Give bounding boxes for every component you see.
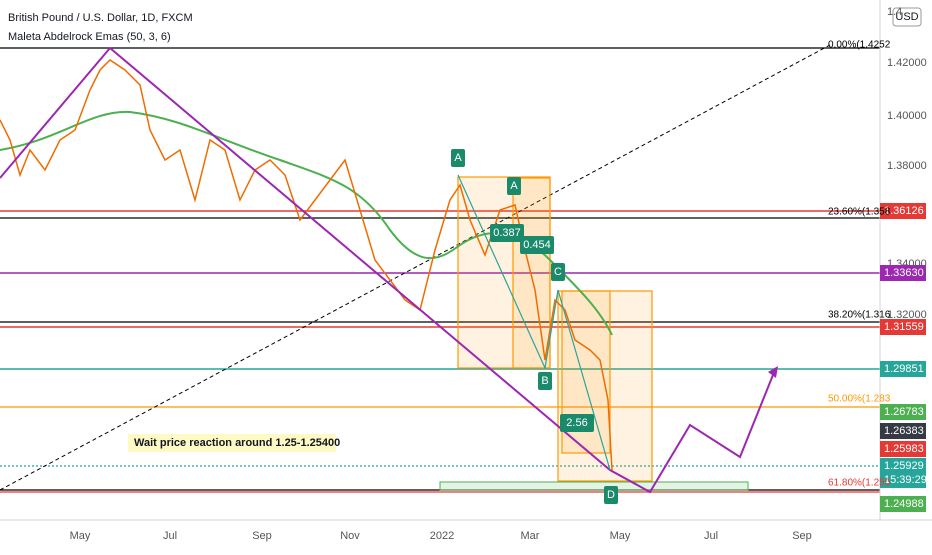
point-bg: [538, 372, 552, 390]
price-tag-bg: [880, 404, 926, 420]
price-tag: 1.36126: [884, 205, 924, 217]
ema: [0, 110, 613, 336]
price-tag: 1.33630: [884, 267, 924, 279]
ratio-bg: [490, 224, 524, 242]
point-label: B: [541, 375, 548, 387]
price-tag: 1.26383: [884, 425, 924, 437]
time-tick: Jul: [163, 530, 177, 542]
price-tag: 1.25983: [884, 443, 924, 455]
ratio-label: 0.387: [493, 227, 521, 239]
annotation-bg: [128, 434, 336, 452]
time-tick: May: [610, 530, 631, 542]
fib-label: 50.00%(1.283: [828, 394, 891, 405]
price-tag-bg: [880, 458, 926, 474]
point-bg: [507, 177, 521, 195]
fib-label: 38.20%(1.316: [828, 310, 891, 321]
point-label: C: [554, 266, 562, 278]
time-tick: 2022: [430, 530, 454, 542]
point-bg: [451, 149, 465, 167]
price-tag: 1.25929: [884, 460, 924, 472]
currency[interactable]: USD: [895, 11, 918, 23]
projection: [0, 46, 776, 494]
price-tag-bg: [880, 472, 926, 488]
target-zone: [439, 481, 749, 491]
ratio-label: 0.454: [523, 239, 551, 251]
time-ticks: May Jul Sep Nov 2022 Mar May Jul Sep: [70, 530, 812, 542]
point-bg: [551, 263, 565, 281]
arrowhead: [768, 366, 778, 378]
ratio-label: 2.56: [566, 417, 587, 429]
price-tag-bg: [880, 203, 926, 219]
fib-label: 0.00%(1.4252: [828, 40, 891, 51]
ratio-bg: [520, 236, 554, 254]
fib-label: 23.60%(1.358: [828, 207, 891, 218]
price-tick: 1.42000: [887, 57, 927, 69]
point-label: A: [510, 180, 518, 192]
price-tag-bg: [880, 441, 926, 457]
point-label: A: [454, 152, 462, 164]
symbol: British Pound / U.S. Dollar, 1D, FXCM: [8, 12, 193, 24]
fib-labels: 0.00%(1.4252 23.60%(1.358 38.20%(1.316 50.0…: [828, 40, 891, 489]
price-tag: 1.24988: [884, 498, 924, 510]
fib-label: 61.80%(1.250: [828, 478, 891, 489]
pattern-points: A A C B D: [451, 149, 618, 504]
annotation: Wait price reaction around 1.25-1.25400: [134, 437, 340, 449]
price-tag-bg: [880, 319, 926, 335]
ratio-bg: [560, 414, 594, 432]
price-tick: 1.4: [887, 6, 902, 18]
price-tick: 1.38000: [887, 160, 927, 172]
abcd: [457, 174, 611, 471]
time-tick: Mar: [521, 530, 540, 542]
price-tag-bg: [880, 496, 926, 512]
indicator: Maleta Abdelrock Emas (50, 3, 6): [8, 31, 171, 43]
time-tick: Sep: [252, 530, 272, 542]
price-tag-bg: [880, 423, 926, 439]
currency-button[interactable]: [892, 7, 922, 27]
time-tick: May: [70, 530, 91, 542]
price-tag-bg: [880, 361, 926, 377]
price-tag: 1.29851: [884, 363, 924, 375]
time-tick: Nov: [340, 530, 360, 542]
price-tag: 15:39:29: [884, 474, 927, 486]
price-tags: 1.36126 1.33630 1.31559 1.29851 1.26783 1.263…: [880, 203, 927, 512]
point-label: D: [607, 489, 615, 501]
price-tick: 1.40000: [887, 110, 927, 122]
price-series: [0, 59, 613, 471]
price-tag: 1.31559: [884, 321, 924, 333]
price-tag-bg: [880, 265, 926, 281]
trendline: [0, 44, 831, 491]
price-tag: 1.26783: [884, 406, 924, 418]
point-bg: [604, 486, 618, 504]
price-tick: 1.32000: [887, 309, 927, 321]
time-tick: Jul: [704, 530, 718, 542]
time-tick: Sep: [792, 530, 812, 542]
